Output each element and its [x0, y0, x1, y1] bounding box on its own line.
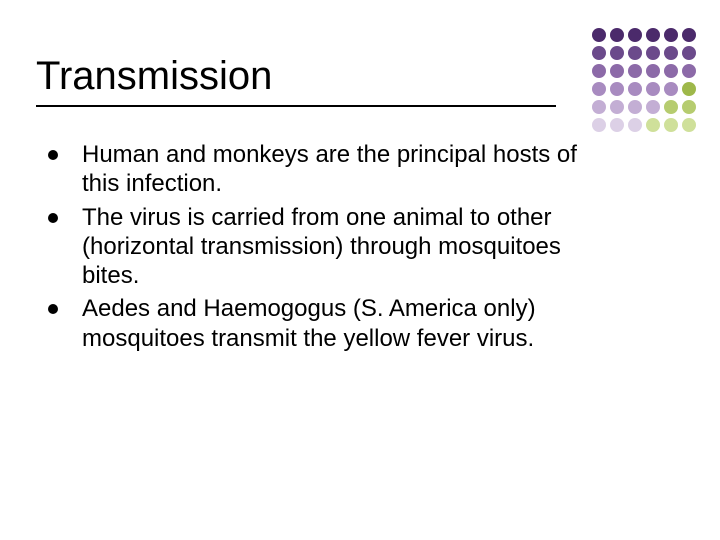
bullet-item: The virus is carried from one animal to … — [48, 203, 608, 291]
decor-dot — [682, 46, 696, 60]
bullet-text: The virus is carried from one animal to … — [82, 203, 608, 291]
decor-dot — [682, 28, 696, 42]
bullet-item: Aedes and Haemogogus (S. America only) m… — [48, 294, 608, 353]
decor-dot — [664, 64, 678, 78]
bullet-item: Human and monkeys are the principal host… — [48, 140, 608, 199]
decor-dot — [592, 64, 606, 78]
decor-dot — [646, 46, 660, 60]
decor-dot — [664, 28, 678, 42]
decor-dot — [610, 28, 624, 42]
decor-dot — [610, 118, 624, 132]
decor-dot — [664, 46, 678, 60]
decor-dot — [628, 64, 642, 78]
decor-dot — [682, 100, 696, 114]
slide: Transmission Human and monkeys are the p… — [0, 0, 720, 540]
decor-dot — [682, 82, 696, 96]
decor-dot — [610, 82, 624, 96]
bullet-text: Human and monkeys are the principal host… — [82, 140, 608, 199]
decor-dot — [592, 46, 606, 60]
decor-dot — [628, 28, 642, 42]
decor-dot — [610, 100, 624, 114]
decor-dot — [646, 118, 660, 132]
bullet-icon — [48, 150, 58, 160]
decor-dot — [682, 118, 696, 132]
decor-dot — [646, 28, 660, 42]
slide-body: Human and monkeys are the principal host… — [48, 140, 608, 357]
decor-dot — [592, 82, 606, 96]
decor-dot — [664, 100, 678, 114]
decor-dot — [646, 82, 660, 96]
decor-dot — [610, 46, 624, 60]
decor-dot — [628, 100, 642, 114]
slide-title: Transmission — [36, 54, 272, 99]
bullet-text: Aedes and Haemogogus (S. America only) m… — [82, 294, 608, 353]
decor-dot — [610, 64, 624, 78]
decor-dot — [628, 118, 642, 132]
decor-dot — [664, 118, 678, 132]
title-underline — [36, 105, 556, 107]
decor-dot — [628, 46, 642, 60]
decor-dot — [592, 118, 606, 132]
decor-dot — [646, 64, 660, 78]
decor-dot — [628, 82, 642, 96]
bullet-icon — [48, 304, 58, 314]
decor-dot-grid — [592, 28, 696, 132]
decor-dot — [592, 28, 606, 42]
bullet-icon — [48, 213, 58, 223]
decor-dot — [682, 64, 696, 78]
decor-dot — [646, 100, 660, 114]
decor-dot — [592, 100, 606, 114]
decor-dot — [664, 82, 678, 96]
